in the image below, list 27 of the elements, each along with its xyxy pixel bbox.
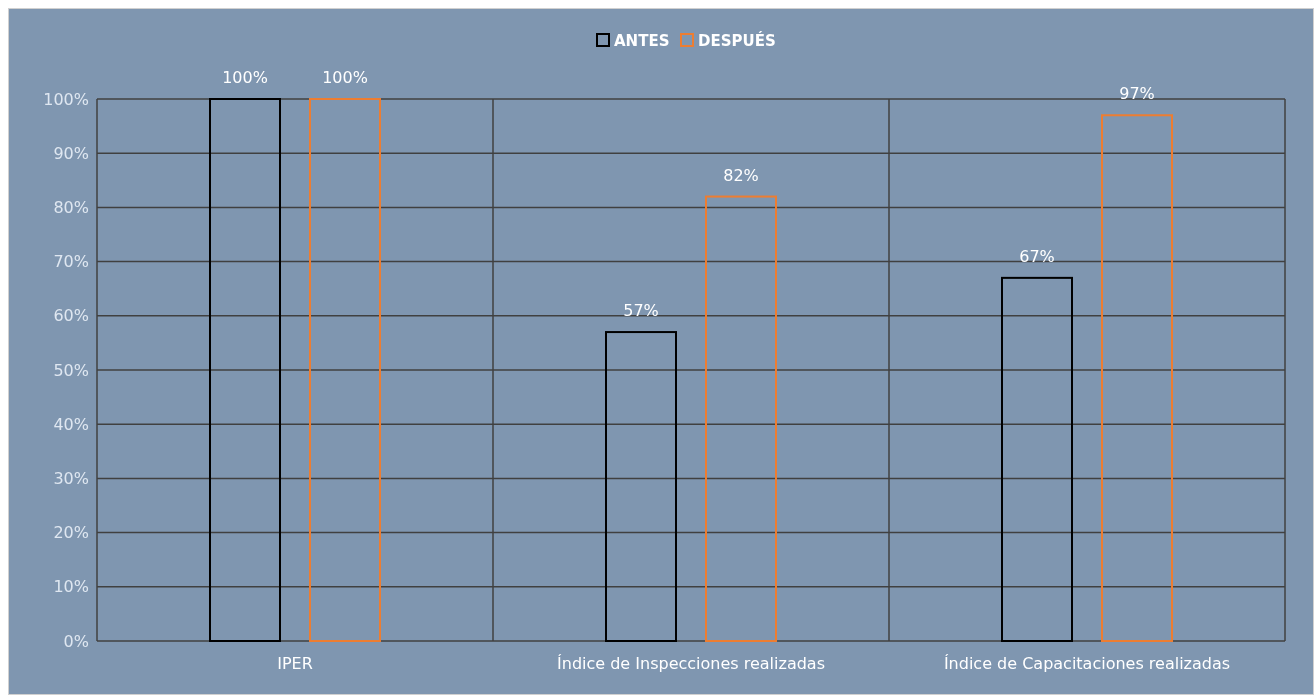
y-tick-label: 0% bbox=[63, 631, 89, 651]
x-tick-label: Índice de Capacitaciones realizadas bbox=[943, 654, 1231, 673]
legend-label: ANTES bbox=[614, 32, 670, 50]
bar bbox=[705, 195, 777, 642]
x-tick-label: Índice de Inspecciones realizadas bbox=[557, 654, 825, 673]
bar bbox=[1101, 114, 1173, 642]
data-label: 57% bbox=[623, 301, 659, 321]
y-tick-label: 70% bbox=[53, 252, 89, 272]
y-tick-label: 30% bbox=[53, 469, 89, 488]
y-tick-label: 60% bbox=[53, 306, 89, 326]
y-tick-label: 10% bbox=[53, 577, 89, 597]
x-tick-label: IPER bbox=[277, 654, 313, 673]
legend-label: DESPUÉS bbox=[698, 31, 776, 50]
data-label: 100% bbox=[322, 68, 368, 87]
y-tick-label: 20% bbox=[53, 523, 89, 543]
y-tick-label: 90% bbox=[53, 143, 89, 163]
data-label: 100% bbox=[222, 68, 268, 87]
y-tick-label: 80% bbox=[53, 198, 89, 217]
bar bbox=[309, 98, 381, 642]
bar bbox=[1001, 276, 1073, 642]
y-tick-label: 100% bbox=[43, 89, 89, 109]
bar bbox=[209, 98, 281, 642]
y-tick-label: 50% bbox=[53, 360, 89, 380]
data-label: 82% bbox=[723, 165, 759, 185]
bar bbox=[605, 331, 677, 642]
y-tick-label: 40% bbox=[53, 414, 89, 434]
data-label: 67% bbox=[1019, 246, 1055, 266]
